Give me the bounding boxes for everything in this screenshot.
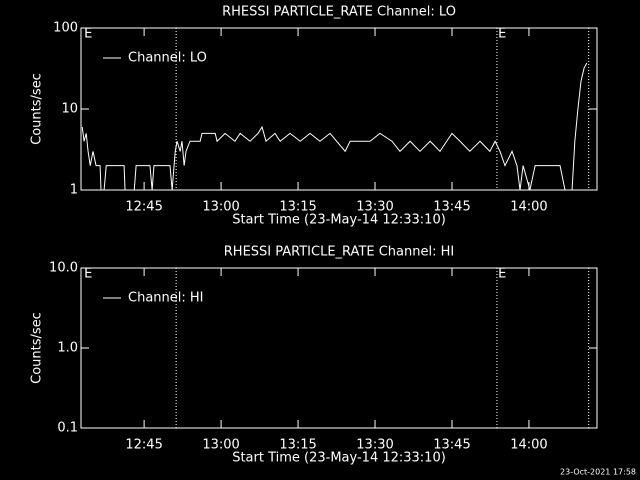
x-tick-label: 13:00 — [202, 200, 239, 215]
x-tick-label: 13:45 — [433, 438, 470, 453]
x-tick-label: 13:30 — [356, 200, 393, 215]
y-tick-label: 1 — [70, 183, 78, 198]
y-tick-label: 0.1 — [57, 421, 78, 436]
legend-label: Channel: HI — [128, 291, 204, 306]
y-tick-label: 10 — [61, 102, 78, 117]
legend-label: Channel: LO — [128, 51, 207, 66]
x-tick-label: 12:45 — [125, 438, 162, 453]
x-axis-label: Start Time (23-May-14 12:33:10) — [232, 213, 446, 228]
x-tick-label: 13:15 — [279, 200, 316, 215]
x-tick-label: 13:15 — [279, 438, 316, 453]
x-tick-label: 13:45 — [433, 200, 470, 215]
annotation: E — [84, 27, 92, 42]
x-tick-label: 14:00 — [510, 200, 547, 215]
annotation: E — [498, 27, 506, 42]
y-tick-label: 1.0 — [57, 341, 78, 356]
x-tick-label: 13:00 — [202, 438, 239, 453]
annotation: E — [498, 267, 506, 282]
y-axis-label: Counts/sec — [30, 73, 45, 145]
annotation: E — [84, 267, 92, 282]
chart-title: RHESSI PARTICLE_RATE Channel: HI — [224, 245, 454, 260]
x-tick-label: 12:45 — [125, 200, 162, 215]
footer: 23-Oct-2021 17:58 — [560, 468, 636, 477]
x-axis-label: Start Time (23-May-14 12:33:10) — [232, 451, 446, 466]
x-tick-label: 14:00 — [510, 438, 547, 453]
chart-title: RHESSI PARTICLE_RATE Channel: LO — [222, 5, 456, 20]
y-tick-label: 10.0 — [49, 261, 78, 276]
data-line — [81, 62, 588, 191]
y-axis-label: Counts/sec — [30, 312, 45, 384]
y-tick-label: 100 — [53, 21, 78, 36]
x-tick-label: 13:30 — [356, 438, 393, 453]
